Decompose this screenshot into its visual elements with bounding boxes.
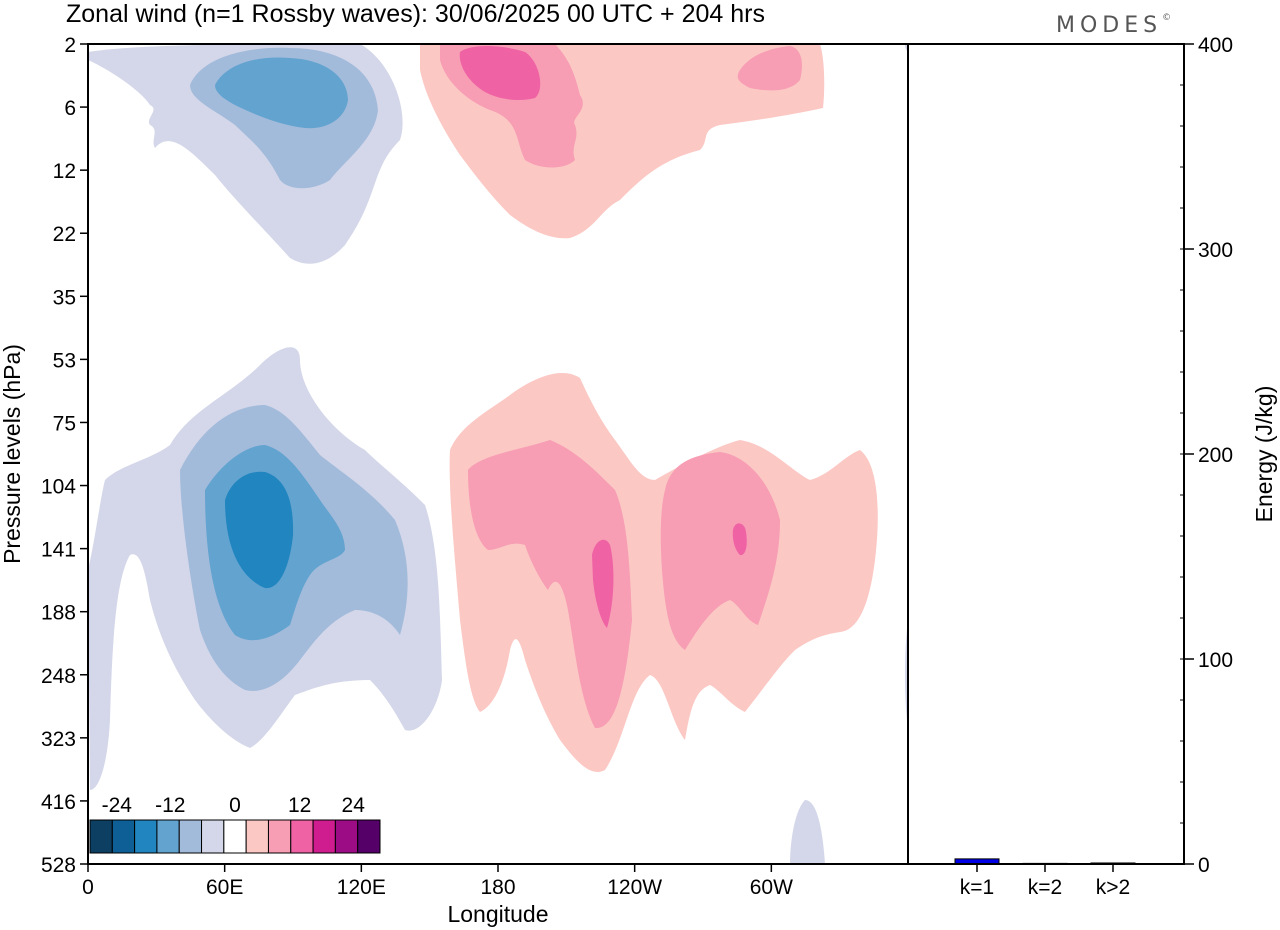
y-tick-label: 6 — [64, 97, 76, 120]
colorbar-swatch — [357, 819, 381, 854]
contour-lower-negative — [88, 347, 442, 790]
brand-logo: MODES© — [1056, 13, 1176, 38]
y-tick-label: 188 — [41, 602, 76, 625]
x-tick-label: 60W — [750, 876, 793, 899]
colorbar-swatch — [201, 819, 225, 854]
colorbar-swatch — [267, 819, 292, 854]
chart-title: Zonal wind (n=1 Rossby waves): 30/06/202… — [66, 0, 765, 28]
y-tick-label: 141 — [41, 539, 76, 562]
colorbar: -24 -12 0 12 24 — [89, 794, 381, 854]
contour-upper-negative — [88, 44, 403, 264]
energy-axis-label: Energy (J/kg) — [1251, 386, 1277, 523]
colorbar-swatch — [223, 819, 247, 854]
colorbar-swatch — [245, 819, 269, 854]
y-tick-label: 416 — [41, 791, 76, 814]
energy-tick-label: 0 — [1198, 854, 1210, 877]
energy-tick-label: 300 — [1198, 239, 1233, 262]
colorbar-swatch — [111, 819, 136, 854]
colorbar-swatch — [178, 819, 203, 854]
y-tick-label: 528 — [41, 854, 76, 877]
energy-category-label: k=1 — [960, 876, 994, 899]
y-tick-label: 2 — [64, 34, 76, 57]
x-tick-label: 60E — [206, 876, 243, 899]
x-axis-label: Longitude — [447, 901, 548, 927]
x-tick-label: 180 — [480, 876, 515, 899]
y-tick-label: 248 — [41, 665, 76, 688]
y-tick-label: 75 — [53, 412, 76, 435]
energy-category-label: k>2 — [1096, 876, 1130, 899]
colorbar-label: -12 — [155, 794, 185, 817]
energy-bar-chart: 0 100 200 300 400 k=1 k=2 k>2 — [954, 34, 1233, 899]
colorbar-swatch — [290, 819, 314, 854]
x-tick-label: 120E — [337, 876, 386, 899]
contour-small-negative-bottom — [790, 800, 825, 864]
energy-tick-label: 400 — [1198, 34, 1233, 57]
energy-tick-label: 100 — [1198, 649, 1233, 672]
energy-category-label: k=2 — [1028, 876, 1062, 899]
colorbar-swatch — [156, 819, 180, 854]
figure-frame — [87, 43, 1185, 865]
colorbar-swatch — [134, 819, 158, 854]
contour-lower-positive — [449, 373, 878, 772]
y-tick-label: 35 — [53, 286, 76, 309]
colorbar-swatch — [312, 819, 336, 854]
colorbar-label: 24 — [342, 794, 366, 817]
x-tick-label: 0 — [82, 876, 94, 899]
y-tick-label: 104 — [41, 476, 76, 499]
colorbar-swatch — [334, 819, 359, 854]
energy-tick-label: 200 — [1198, 444, 1233, 467]
x-tick-label: 120W — [607, 876, 662, 899]
colorbar-label: 12 — [288, 794, 311, 817]
colorbar-label: -24 — [102, 794, 133, 817]
y-tick-label: 53 — [53, 349, 76, 372]
axes: 0 60E 120E 180 120W 60W 2 6 12 22 35 53 75 104 141 188 2… — [41, 34, 793, 899]
colorbar-swatch — [89, 819, 113, 854]
contour-upper-positive — [420, 44, 825, 239]
y-tick-label: 22 — [53, 223, 76, 246]
y-tick-label: 323 — [41, 728, 76, 751]
y-axis-label: Pressure levels (hPa) — [0, 344, 25, 564]
colorbar-label: 0 — [229, 794, 241, 817]
y-tick-label: 12 — [53, 160, 76, 183]
zonal-wind-contour-plot — [88, 44, 908, 864]
